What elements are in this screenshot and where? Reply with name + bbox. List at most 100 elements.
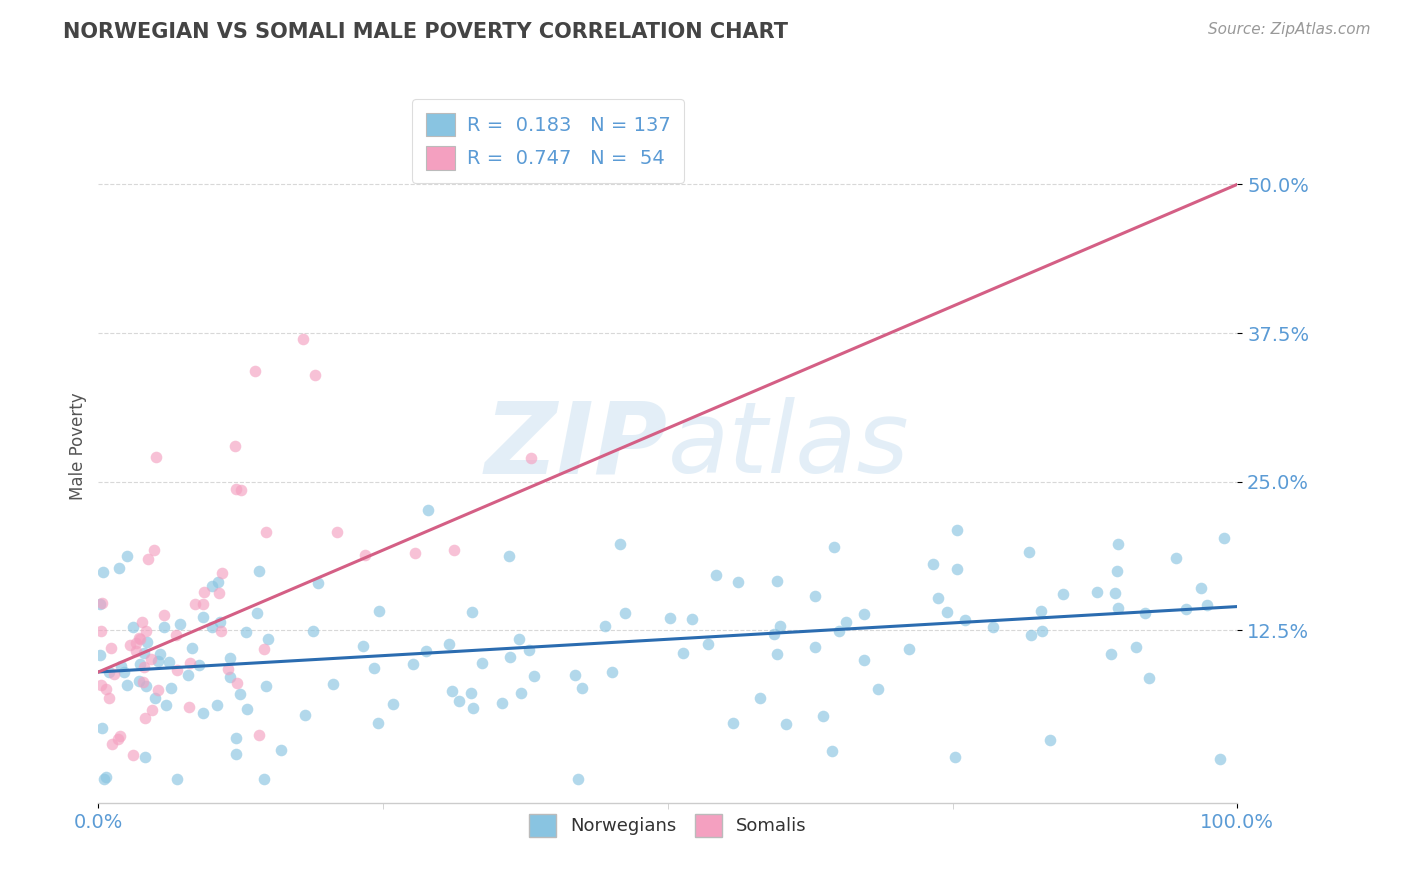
Somalis — [254, 524, 277, 539]
Norwegians — [437, 637, 460, 651]
Norwegians — [1099, 647, 1122, 661]
Norwegians — [368, 604, 391, 618]
Norwegians — [727, 574, 749, 589]
Norwegians — [943, 749, 966, 764]
Somalis — [100, 641, 122, 656]
Somalis — [292, 332, 315, 346]
Norwegians — [769, 618, 792, 632]
Legend: Norwegians, Somalis: Norwegians, Somalis — [522, 807, 814, 844]
Norwegians — [207, 574, 229, 589]
Somalis — [184, 598, 207, 612]
Norwegians — [600, 665, 623, 679]
Norwegians — [177, 668, 200, 682]
Somalis — [404, 546, 426, 560]
Somalis — [326, 525, 349, 540]
Norwegians — [461, 605, 484, 619]
Norwegians — [247, 564, 270, 578]
Norwegians — [766, 647, 789, 661]
Somalis — [166, 663, 188, 677]
Norwegians — [1018, 545, 1040, 559]
Somalis — [225, 482, 247, 496]
Norwegians — [748, 690, 770, 705]
Somalis — [211, 566, 233, 580]
Norwegians — [721, 716, 744, 731]
Norwegians — [155, 698, 177, 712]
Somalis — [141, 651, 163, 665]
Norwegians — [294, 708, 316, 723]
Norwegians — [122, 620, 145, 634]
Norwegians — [853, 607, 876, 622]
Somalis — [208, 586, 231, 600]
Norwegians — [1085, 584, 1108, 599]
Norwegians — [1133, 606, 1156, 620]
Norwegians — [1039, 733, 1062, 747]
Norwegians — [921, 558, 943, 572]
Norwegians — [143, 691, 166, 706]
Norwegians — [804, 589, 827, 603]
Norwegians — [898, 642, 921, 657]
Norwegians — [200, 579, 222, 593]
Somalis — [153, 607, 176, 622]
Somalis — [353, 548, 375, 562]
Somalis — [120, 638, 142, 652]
Norwegians — [253, 772, 276, 786]
Somalis — [128, 631, 150, 645]
Norwegians — [363, 660, 385, 674]
Somalis — [129, 632, 152, 646]
Norwegians — [169, 617, 191, 632]
Text: atlas: atlas — [668, 398, 910, 494]
Norwegians — [160, 681, 183, 696]
Norwegians — [441, 684, 464, 698]
Norwegians — [367, 715, 389, 730]
Norwegians — [415, 644, 437, 658]
Y-axis label: Male Poverty: Male Poverty — [69, 392, 87, 500]
Somalis — [132, 674, 155, 689]
Norwegians — [813, 709, 835, 723]
Norwegians — [201, 620, 224, 634]
Norwegians — [229, 687, 252, 701]
Somalis — [146, 682, 169, 697]
Norwegians — [658, 611, 681, 625]
Norwegians — [352, 639, 374, 653]
Somalis — [443, 543, 465, 558]
Norwegians — [1164, 550, 1187, 565]
Norwegians — [135, 634, 157, 648]
Norwegians — [613, 606, 636, 620]
Somalis — [243, 363, 266, 377]
Norwegians — [463, 701, 485, 715]
Norwegians — [1105, 564, 1128, 578]
Norwegians — [181, 641, 204, 656]
Norwegians — [89, 648, 111, 663]
Norwegians — [225, 747, 247, 761]
Norwegians — [93, 772, 115, 786]
Norwegians — [593, 619, 616, 633]
Norwegians — [91, 565, 114, 579]
Norwegians — [235, 624, 257, 639]
Norwegians — [571, 681, 593, 696]
Norwegians — [257, 632, 280, 646]
Norwegians — [128, 673, 150, 688]
Norwegians — [152, 620, 174, 634]
Norwegians — [307, 576, 329, 591]
Somalis — [253, 642, 276, 657]
Somalis — [134, 711, 156, 725]
Somalis — [121, 748, 143, 763]
Norwegians — [523, 669, 546, 683]
Somalis — [132, 659, 155, 673]
Norwegians — [935, 605, 957, 619]
Text: NORWEGIAN VS SOMALI MALE POVERTY CORRELATION CHART: NORWEGIAN VS SOMALI MALE POVERTY CORRELA… — [63, 22, 789, 42]
Norwegians — [853, 653, 876, 667]
Norwegians — [1107, 536, 1129, 550]
Somalis — [91, 596, 114, 610]
Norwegians — [471, 656, 494, 670]
Norwegians — [449, 693, 471, 707]
Norwegians — [567, 772, 589, 786]
Text: Source: ZipAtlas.com: Source: ZipAtlas.com — [1208, 22, 1371, 37]
Somalis — [304, 368, 326, 382]
Norwegians — [509, 685, 531, 699]
Norwegians — [322, 677, 344, 691]
Somalis — [229, 483, 252, 497]
Norwegians — [149, 647, 172, 661]
Norwegians — [157, 655, 180, 669]
Norwegians — [508, 632, 530, 646]
